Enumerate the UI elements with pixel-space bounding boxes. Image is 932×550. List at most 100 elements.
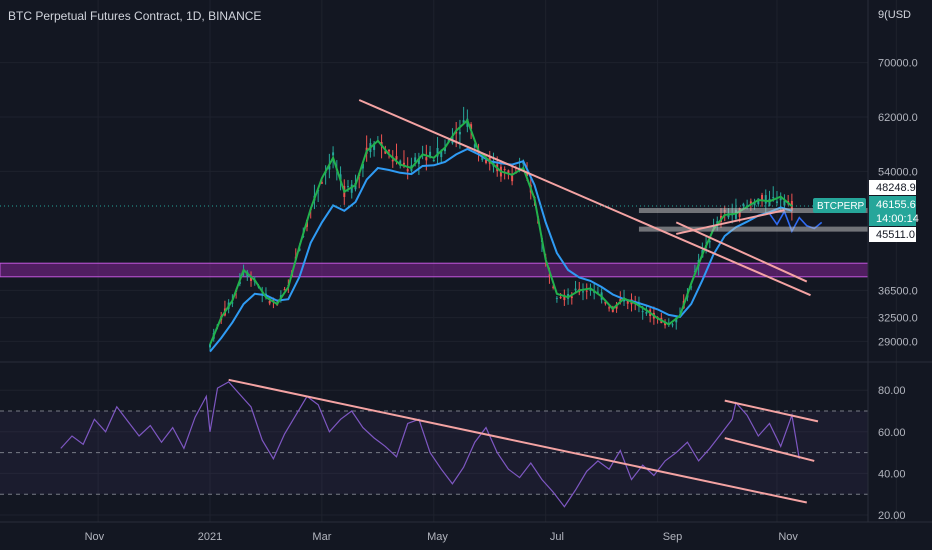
currency-selector[interactable]: 9(USD [878, 9, 911, 21]
price-axis[interactable]: 80000.0 70000.0 62000.0 54000.0 36500.0 32500… [878, 0, 918, 348]
horizontal-level-box [638, 226, 868, 232]
price-tick-label: 70000.0 [878, 58, 918, 70]
candle-body [764, 195, 767, 204]
rsi-line [60, 381, 800, 508]
candle-body [761, 194, 764, 202]
price-tick-label: 80000.0 [878, 0, 918, 2]
rsi-trendline [228, 378, 808, 504]
rsi-axis[interactable]: 80.00 60.00 40.00 20.00 [878, 385, 906, 522]
currency-prefix: 9( [878, 9, 888, 21]
candle-body [582, 291, 584, 293]
symbol-badge-label: BTCPERP [817, 201, 865, 212]
rsi-tick-label: 60.00 [878, 427, 906, 439]
candle-body [604, 301, 607, 304]
rsi-tick-label: 40.00 [878, 468, 906, 480]
candle-body [783, 200, 786, 206]
candle-body [432, 159, 435, 162]
candle-body [645, 312, 648, 314]
candle-body [548, 274, 551, 276]
current-price-label: 46155.6 [876, 199, 916, 211]
candle-body [511, 175, 514, 182]
low-level-label: 45511.0 [876, 229, 915, 241]
candle-body [708, 241, 711, 243]
rsi-trendlines [228, 378, 819, 504]
candle-body [347, 186, 350, 188]
symbol-badge[interactable] [813, 198, 866, 213]
candle-body [503, 168, 506, 171]
candle-body [555, 297, 558, 299]
candle-body [332, 152, 335, 156]
candle-body [481, 156, 484, 160]
time-tick-label: 2021 [198, 531, 222, 543]
time-tick-label: May [427, 531, 448, 543]
candle-body [384, 151, 387, 154]
candle-body [361, 163, 364, 169]
candle-body [425, 157, 428, 161]
rsi-trendline [724, 399, 819, 423]
candle-body [272, 299, 275, 301]
candle-body [563, 295, 566, 301]
candle-body [350, 184, 353, 193]
price-tick-label: 36500.0 [878, 285, 918, 297]
candle-body [690, 286, 693, 288]
candle-body [485, 160, 488, 163]
candle-body [402, 162, 405, 165]
candle-body [570, 296, 573, 299]
candle-body [742, 203, 745, 207]
candle-body [596, 291, 599, 293]
current-price-tag [869, 196, 916, 226]
candle-body [641, 311, 644, 313]
candle-body [395, 156, 398, 160]
ma-fast-line [209, 118, 793, 346]
candle-body [462, 120, 465, 123]
candle-body [559, 297, 562, 299]
candle-body [339, 174, 342, 180]
candle-body [626, 300, 629, 304]
candle-body [768, 198, 771, 206]
currency-label: USD [887, 9, 912, 21]
candle-body [391, 159, 394, 162]
candle-body [250, 277, 253, 281]
candle-body [417, 158, 420, 164]
high-level-label: 48248.9 [876, 182, 916, 194]
candle-body [507, 170, 510, 175]
candle-body [283, 289, 286, 291]
time-tick-label: Nov [85, 531, 105, 543]
horizontal-level-box [638, 208, 868, 214]
candle-body [589, 289, 592, 291]
candle-body [757, 198, 760, 205]
chart-title: BTC Perpetual Futures Contract, 1D, BINA… [8, 9, 262, 23]
rsi-trendline [724, 437, 815, 462]
candle-body [608, 307, 611, 309]
candle-body [414, 157, 417, 163]
rsi-tick-label: 20.00 [878, 510, 906, 522]
time-tick-label: Sep [663, 531, 683, 543]
candle-body [373, 143, 376, 150]
price-tick-label: 32500.0 [878, 313, 918, 325]
candle-body [440, 151, 443, 158]
candle-body [775, 201, 778, 203]
resistance-zone [0, 262, 869, 278]
candle-body [328, 165, 331, 170]
candle-body [585, 290, 588, 292]
candle-body [772, 197, 775, 199]
ma-slow-line [209, 147, 793, 353]
candle-body [753, 201, 756, 206]
time-axis[interactable]: Nov 2021 Mar May Jul Sep Nov [85, 531, 799, 543]
rsi-tick-label: 80.00 [878, 385, 906, 397]
candle-body [231, 302, 234, 304]
price-trendlines [358, 99, 811, 297]
price-tick-label: 29000.0 [878, 336, 918, 348]
price-tick-label: 62000.0 [878, 112, 918, 124]
candle-body [388, 149, 391, 152]
time-tick-label: Nov [778, 531, 798, 543]
candle-body [406, 169, 409, 172]
candle-body [470, 124, 473, 130]
time-tick-label: Jul [550, 531, 564, 543]
price-trendline [675, 221, 808, 283]
rsi-bands [0, 410, 868, 495]
price-trendline [358, 99, 811, 297]
candle-body [779, 198, 782, 201]
candle-body [264, 293, 267, 295]
